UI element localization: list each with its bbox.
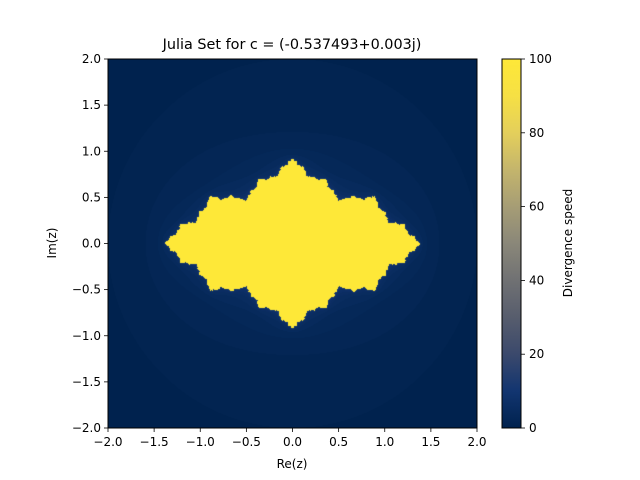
colorbar-tick-label: 80 xyxy=(529,126,544,140)
colorbar-tick-label: 60 xyxy=(529,200,544,214)
x-tick-label: 1.0 xyxy=(375,435,394,449)
colorbar-ticks: 0 20 40 60 80 100 xyxy=(521,52,552,435)
chart-title: Julia Set for c = (-0.537493+0.003j) xyxy=(162,37,422,53)
julia-set-heatmap xyxy=(108,59,477,428)
y-tick-label: 1.5 xyxy=(82,98,101,112)
x-tick-label: −1.5 xyxy=(140,435,169,449)
colorbar-label: Divergence speed xyxy=(561,189,575,297)
y-tick-label: −0.5 xyxy=(72,283,101,297)
x-tick-label: −1.0 xyxy=(186,435,215,449)
x-tick-label: 0.5 xyxy=(329,435,348,449)
x-tick-label: −0.5 xyxy=(232,435,261,449)
x-tick-label: 2.0 xyxy=(467,435,486,449)
colorbar-tick-label: 40 xyxy=(529,273,544,287)
y-axis: −2.0 −1.5 −1.0 −0.5 0.0 0.5 1.0 1.5 2.0 xyxy=(72,52,108,435)
x-tick-label: 0.0 xyxy=(283,435,302,449)
colorbar-tick-label: 100 xyxy=(529,52,552,66)
plot-area xyxy=(107,58,478,429)
colorbar-gradient xyxy=(501,58,522,429)
x-tick-label: −2.0 xyxy=(93,435,122,449)
colorbar: 0 20 40 60 80 100 Divergence speed xyxy=(501,52,575,435)
y-tick-label: 1.0 xyxy=(82,144,101,158)
y-tick-label: 2.0 xyxy=(82,52,101,66)
colorbar-tick-label: 0 xyxy=(529,421,537,435)
y-tick-label: −1.0 xyxy=(72,329,101,343)
x-tick-label: 1.5 xyxy=(421,435,440,449)
y-tick-label: 0.0 xyxy=(82,237,101,251)
colorbar-tick-label: 20 xyxy=(529,347,544,361)
y-axis-label: Im(z) xyxy=(45,228,59,259)
x-axis: −2.0 −1.5 −1.0 −0.5 0.0 0.5 1.0 1.5 2.0 xyxy=(93,428,487,449)
y-tick-label: −2.0 xyxy=(72,421,101,435)
y-tick-label: 0.5 xyxy=(82,190,101,204)
y-tick-label: −1.5 xyxy=(72,375,101,389)
x-axis-label: Re(z) xyxy=(277,457,308,471)
